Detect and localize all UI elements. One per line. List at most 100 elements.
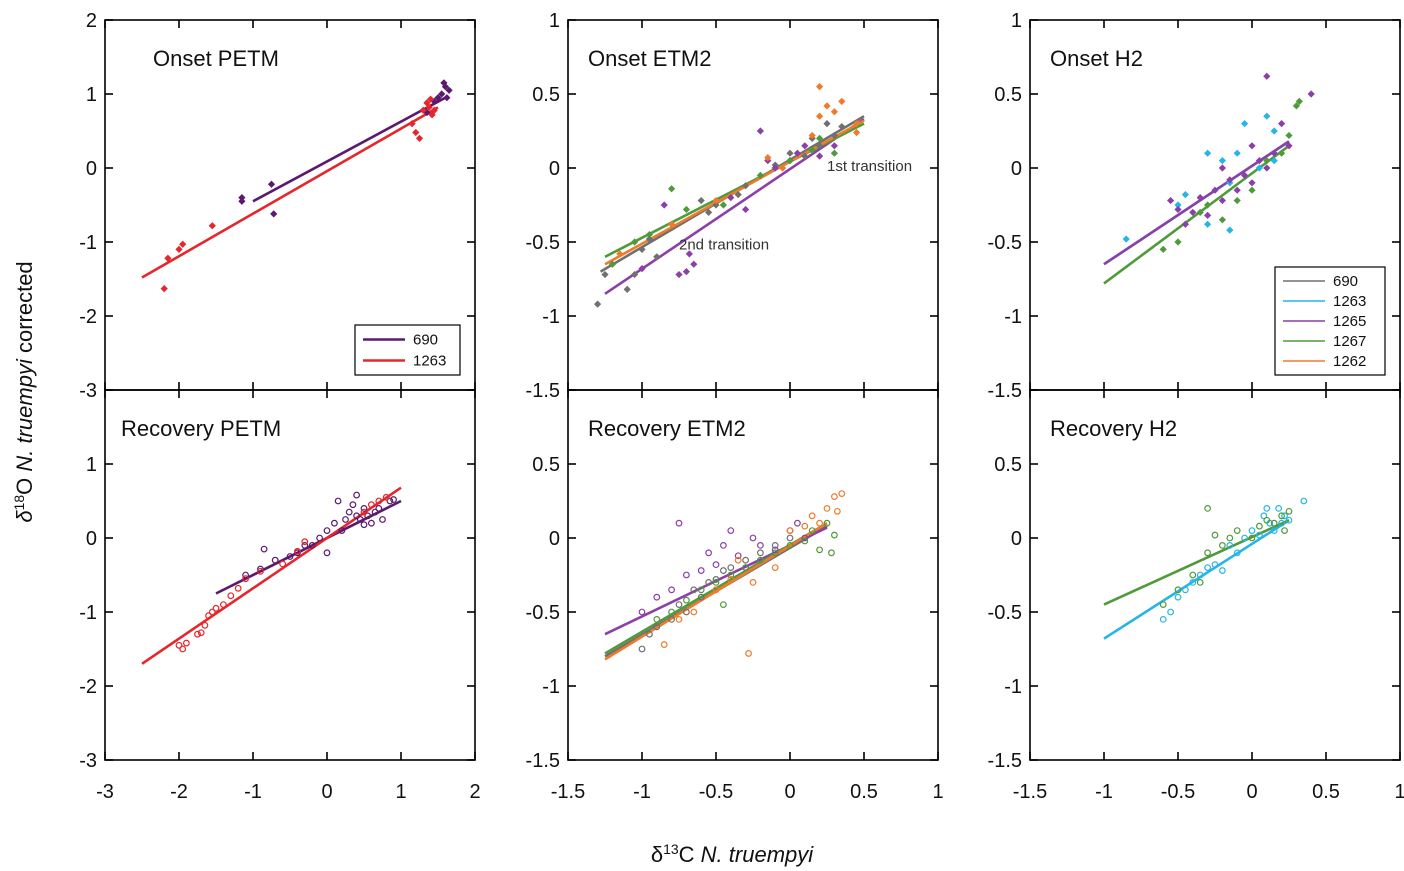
data-point-1262 (816, 519, 823, 527)
data-point-690 (301, 542, 309, 549)
x-tick-label: -1.5 (1013, 781, 1047, 803)
data-point-690 (653, 623, 661, 631)
data-point-1265 (1263, 72, 1271, 80)
data-point-1263 (1181, 191, 1189, 199)
data-point-1262 (745, 650, 752, 657)
data-point-690 (238, 194, 246, 202)
data-point-1265 (668, 586, 675, 594)
data-point-1262 (816, 83, 824, 91)
data-point-1265 (749, 534, 757, 542)
data-point-1267 (682, 205, 690, 214)
data-point-1262 (808, 512, 816, 520)
data-point-690 (353, 491, 361, 499)
x-tick-label: -0.5 (1161, 781, 1195, 803)
y-tick-label: 0 (549, 158, 560, 180)
data-point-690 (757, 549, 764, 557)
data-point-1265 (734, 552, 742, 560)
x-tick-label: -1 (244, 781, 262, 803)
data-point-690 (645, 235, 653, 243)
y-tick-label: 2 (86, 10, 97, 32)
data-point-690 (443, 94, 451, 102)
data-point-1262 (764, 154, 772, 162)
fit-line-1263 (141, 106, 439, 279)
panel-title: Recovery H2 (1050, 416, 1177, 441)
data-point-1267 (1189, 571, 1197, 579)
data-point-1263 (1281, 512, 1288, 520)
data-point-1263 (201, 621, 209, 629)
y-tick-label: -1.5 (526, 750, 560, 772)
data-point-1263 (1233, 549, 1241, 557)
data-point-1262 (690, 608, 698, 616)
data-point-1267 (1211, 531, 1219, 539)
x-tick-label: 0 (784, 781, 795, 803)
data-point-1263 (1181, 586, 1189, 594)
y-tick-label: 1 (1011, 10, 1022, 32)
data-point-1265 (660, 201, 668, 209)
data-point-1262 (660, 641, 668, 648)
data-point-1262 (801, 522, 809, 530)
data-point-1265 (1285, 142, 1293, 150)
data-point-1265 (742, 205, 750, 214)
data-point-1262 (712, 196, 720, 205)
annotation: 2nd transition (679, 236, 769, 253)
data-point-1267 (830, 149, 838, 157)
data-point-1262 (838, 490, 846, 498)
data-point-690 (379, 516, 386, 523)
data-point-1262 (727, 576, 735, 583)
y-tick-label: -1.5 (526, 380, 560, 402)
data-point-690 (734, 191, 742, 199)
data-point-1262 (786, 527, 794, 534)
data-point-1263 (1204, 220, 1212, 228)
data-point-1265 (1211, 186, 1219, 194)
x-tick-label: -2 (170, 781, 188, 803)
y-tick-label: -1.5 (988, 750, 1022, 772)
data-point-1262 (853, 120, 861, 128)
data-point-1267 (683, 596, 690, 604)
data-point-1265 (756, 127, 764, 135)
data-point-690 (338, 527, 346, 534)
data-point-1263 (415, 134, 424, 142)
y-tick-label: -1 (1004, 306, 1022, 328)
data-point-690 (242, 571, 250, 579)
legend-label-1267: 1267 (1333, 333, 1366, 350)
y-axis-title-sup: 18 (11, 495, 27, 511)
y-tick-label: -0.5 (526, 232, 560, 254)
data-point-1265 (638, 265, 646, 273)
y-tick-label: 0.5 (994, 454, 1022, 476)
data-point-1262 (779, 164, 787, 172)
data-point-1263 (160, 285, 168, 293)
data-point-690 (331, 519, 338, 527)
data-point-1263 (1196, 571, 1204, 579)
data-point-1265 (675, 270, 683, 279)
x-tick-label: -3 (96, 781, 114, 803)
data-point-690 (771, 542, 779, 549)
data-point-690 (441, 83, 449, 91)
fit-line-1262 (604, 522, 828, 661)
data-point-1262 (833, 507, 841, 515)
data-point-1263 (1263, 505, 1271, 512)
data-point-1267 (786, 157, 794, 165)
data-point-1267 (831, 531, 838, 539)
y-tick-label: 0 (1011, 528, 1022, 550)
data-point-1267 (1295, 97, 1303, 105)
data-point-1267 (757, 556, 764, 564)
data-point-690 (720, 567, 727, 574)
data-point-690 (683, 608, 690, 616)
plot-frame (567, 19, 939, 391)
data-point-1267 (1204, 201, 1212, 209)
data-point-690 (423, 108, 431, 117)
data-point-1263 (368, 501, 375, 509)
panel-recovery-petm: -3 -2 -1 0 1 -3 -2 -1 0 1 2 Recovery PETM (79, 389, 481, 803)
x-tick-label: -1 (633, 781, 651, 803)
data-point-1263 (1248, 527, 1256, 534)
data-point-1265 (1270, 149, 1278, 157)
legend-label-690: 690 (1333, 273, 1358, 290)
y-axis-title-species: N. truempyi (12, 358, 37, 472)
y-tick-label: 0 (549, 528, 560, 550)
legend-label-1262: 1262 (1333, 353, 1366, 370)
data-point-1262 (816, 112, 824, 120)
x-axis-title-sup: 13 (663, 841, 679, 857)
data-point-1267 (771, 549, 779, 557)
legend-label-1265: 1265 (1333, 313, 1366, 330)
data-point-1263 (1241, 534, 1248, 542)
